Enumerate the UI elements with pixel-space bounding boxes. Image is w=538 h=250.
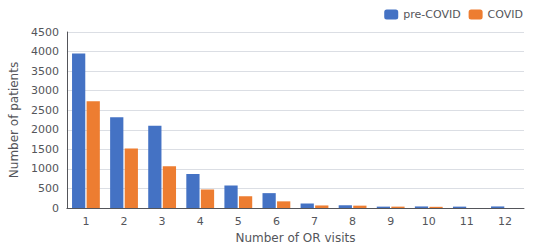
svg-text:10: 10 [422, 215, 436, 228]
svg-text:500: 500 [38, 182, 59, 195]
svg-text:12: 12 [498, 215, 512, 228]
svg-text:3: 3 [159, 215, 166, 228]
svg-text:Number of patients: Number of patients [7, 62, 21, 178]
svg-text:7: 7 [311, 215, 318, 228]
svg-text:8: 8 [349, 215, 356, 228]
svg-text:0: 0 [52, 202, 59, 215]
svg-text:6: 6 [273, 215, 280, 228]
svg-text:5: 5 [235, 215, 242, 228]
svg-text:4500: 4500 [31, 26, 59, 39]
svg-text:9: 9 [387, 215, 394, 228]
svg-text:1: 1 [82, 215, 89, 228]
svg-text:3000: 3000 [31, 84, 59, 97]
svg-text:4: 4 [197, 215, 204, 228]
svg-text:4000: 4000 [31, 45, 59, 58]
svg-text:1000: 1000 [31, 162, 59, 175]
svg-text:11: 11 [460, 215, 474, 228]
svg-text:1500: 1500 [31, 143, 59, 156]
svg-text:2000: 2000 [31, 123, 59, 136]
svg-text:2500: 2500 [31, 104, 59, 117]
svg-text:3500: 3500 [31, 65, 59, 78]
svg-text:COVID: COVID [488, 8, 523, 21]
svg-text:Number of OR visits: Number of OR visits [235, 231, 355, 245]
svg-text:2: 2 [121, 215, 128, 228]
svg-text:pre-COVID: pre-COVID [403, 8, 460, 21]
